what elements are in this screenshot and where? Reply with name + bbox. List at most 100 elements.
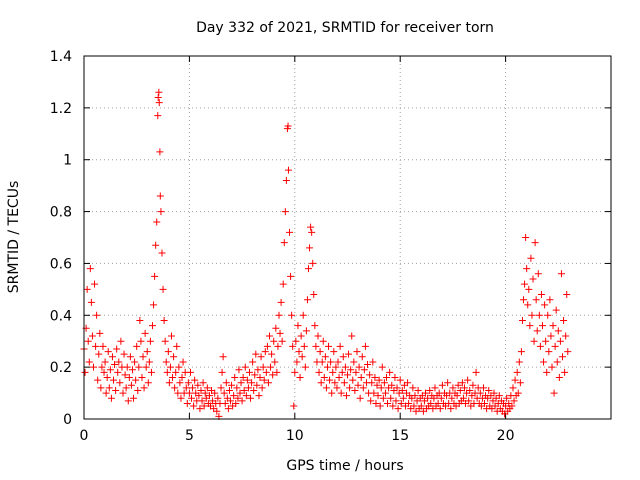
data-point (335, 374, 343, 382)
data-point (203, 384, 211, 392)
data-point (345, 350, 353, 358)
data-point (361, 342, 369, 350)
data-point (537, 291, 545, 299)
x-tick-label: 10 (286, 428, 304, 444)
data-point (179, 358, 187, 366)
data-point (347, 366, 355, 374)
data-point (121, 371, 129, 379)
data-point (156, 192, 164, 200)
data-point (155, 88, 163, 96)
data-point (476, 389, 484, 397)
data-point (528, 311, 536, 319)
data-point (102, 389, 110, 397)
data-point (438, 381, 446, 389)
data-point (534, 270, 542, 278)
data-point (101, 358, 109, 366)
y-tick-label: 0.8 (50, 205, 72, 221)
data-point (426, 386, 434, 394)
data-point (525, 285, 533, 293)
data-point (158, 249, 166, 257)
data-point (249, 358, 257, 366)
data-point (305, 265, 313, 273)
data-point (337, 389, 345, 397)
data-point (514, 389, 522, 397)
data-point (81, 368, 89, 376)
data-point (286, 228, 294, 236)
data-point (197, 386, 205, 394)
data-point (336, 342, 344, 350)
data-point (260, 376, 268, 384)
data-point (515, 358, 523, 366)
data-point (391, 374, 399, 382)
data-point (154, 93, 162, 101)
data-point (344, 371, 351, 379)
data-point (142, 363, 150, 371)
data-point (520, 296, 528, 304)
data-point (511, 376, 519, 384)
data-point (557, 270, 565, 278)
data-point (527, 254, 535, 262)
data-point (316, 348, 324, 356)
data-point (329, 368, 337, 376)
data-point (222, 379, 230, 387)
data-point (221, 399, 229, 407)
data-point (198, 397, 206, 405)
data-point (137, 337, 145, 345)
data-point (427, 399, 435, 407)
data-point (97, 384, 105, 392)
data-point (405, 399, 413, 407)
data-point (529, 275, 537, 283)
data-point (218, 368, 226, 376)
data-point (139, 353, 147, 361)
data-points (80, 88, 572, 420)
data-point (414, 386, 422, 394)
data-point (269, 371, 277, 379)
data-point (214, 394, 222, 402)
y-axis: 0 0.2 0.4 0.6 0.8 1 1.2 1.4 (50, 49, 611, 428)
grid (84, 56, 611, 419)
data-point (95, 350, 103, 358)
data-point (535, 311, 543, 319)
data-point (228, 381, 236, 389)
data-point (332, 363, 340, 371)
data-point (360, 366, 368, 374)
data-point (311, 322, 319, 330)
data-point (351, 386, 359, 394)
data-point (299, 311, 307, 319)
data-point (178, 374, 186, 382)
data-point (114, 368, 122, 376)
data-point (244, 384, 252, 392)
data-point (268, 350, 276, 358)
data-point (279, 280, 287, 288)
data-point (409, 384, 417, 392)
data-point (227, 397, 235, 405)
data-point (166, 363, 174, 371)
data-point (538, 322, 546, 330)
x-tick-label: 0 (80, 428, 89, 444)
data-point (547, 332, 555, 340)
data-point (521, 280, 529, 288)
data-point (564, 348, 572, 356)
data-point (234, 394, 242, 402)
data-point (376, 402, 384, 410)
data-point (339, 353, 347, 361)
data-point (185, 389, 193, 397)
data-point (167, 332, 175, 340)
data-point (300, 342, 308, 350)
data-point (378, 363, 386, 371)
data-point (103, 374, 111, 382)
data-point (372, 399, 380, 407)
data-point (555, 374, 563, 382)
data-point (410, 402, 418, 410)
y-tick-label: 0.2 (50, 360, 72, 376)
data-point (160, 316, 168, 324)
data-point (239, 374, 247, 382)
data-point (323, 363, 331, 371)
data-point (460, 384, 468, 392)
data-point (100, 368, 108, 376)
data-point (556, 337, 564, 345)
data-point (516, 379, 524, 387)
data-point (257, 353, 265, 361)
data-point (182, 384, 190, 392)
data-point (495, 392, 503, 400)
